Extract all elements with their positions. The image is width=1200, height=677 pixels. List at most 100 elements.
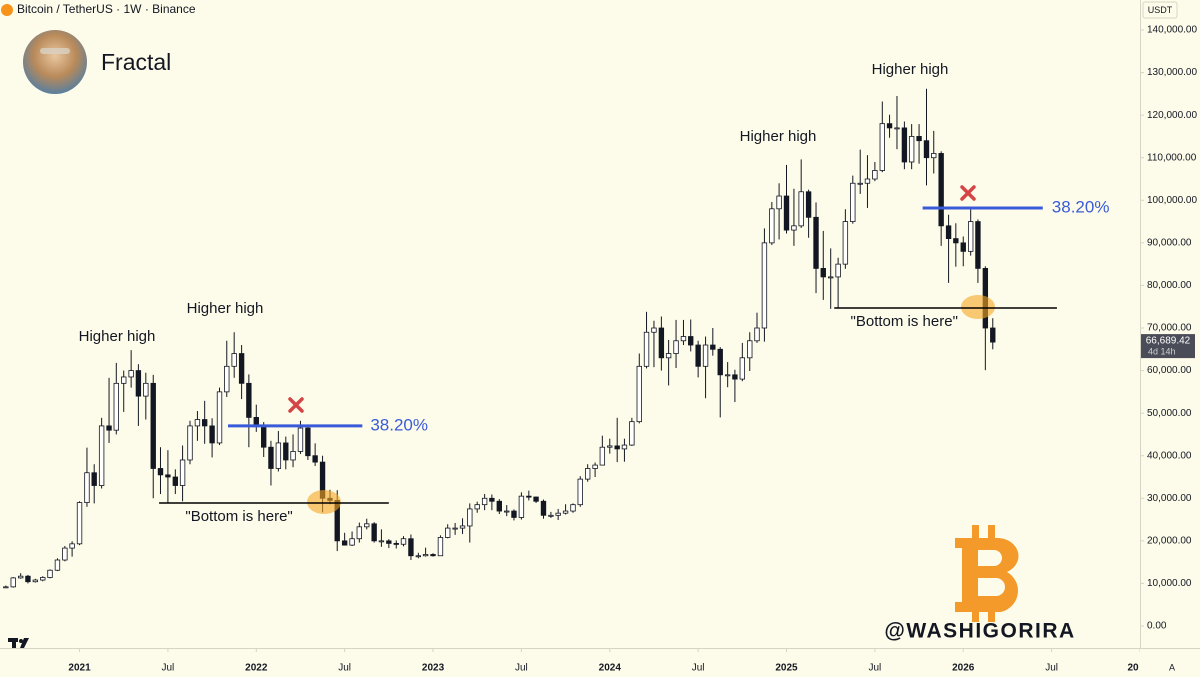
candle-body	[894, 127, 900, 130]
candle-body	[923, 140, 930, 159]
y-tick-label: 110,000.00	[1147, 152, 1197, 163]
candle-body	[761, 242, 768, 329]
x-tick-label: 2022	[245, 663, 268, 674]
candle-body	[511, 510, 517, 518]
candle-body	[614, 445, 620, 450]
candle-body	[489, 497, 495, 502]
candle-body	[540, 500, 547, 516]
candle-body	[187, 425, 193, 461]
last-price-box	[1141, 334, 1195, 359]
candle-body	[378, 540, 385, 543]
candle-body	[835, 263, 841, 278]
last-price: 66,689.42	[1146, 336, 1191, 347]
auto-button[interactable]: A	[1169, 662, 1175, 672]
currency-box	[1142, 1, 1178, 19]
candle-body	[275, 442, 282, 469]
candle-body	[621, 444, 628, 450]
candle-body	[938, 153, 944, 227]
candle-body	[481, 497, 488, 506]
candle-body	[931, 153, 937, 159]
candle-body	[54, 559, 61, 571]
y-tick-label: 70,000.00	[1147, 323, 1192, 334]
candle-body	[651, 327, 657, 333]
level-label: 38.20%	[370, 415, 428, 434]
candle-body	[658, 327, 665, 359]
candle-body	[341, 540, 348, 546]
candle-body	[732, 374, 738, 380]
candle-body	[695, 344, 701, 367]
candle-body	[408, 538, 414, 557]
candle-body	[842, 221, 849, 265]
candle-body	[135, 370, 142, 397]
candle-body	[864, 178, 871, 184]
candle-body	[584, 468, 591, 480]
candle-body	[504, 510, 510, 513]
candle-body	[739, 357, 746, 380]
candle-body	[496, 500, 502, 512]
currency: USDT	[1148, 5, 1173, 15]
candle-body	[533, 496, 539, 502]
candle-body	[283, 442, 289, 461]
candle-body	[371, 523, 377, 542]
candle-body	[216, 391, 223, 444]
candle-body	[91, 472, 97, 486]
tv-logo	[8, 638, 29, 648]
candle-body	[32, 579, 39, 583]
candle-body	[945, 225, 952, 239]
candle-body	[776, 195, 782, 210]
candle-body	[555, 512, 561, 516]
candle-body	[415, 555, 422, 558]
candle-body	[121, 376, 127, 384]
highlight	[961, 295, 995, 319]
x-tick-label: 2021	[68, 663, 91, 674]
candle-body	[857, 182, 863, 185]
header: Bitcoin / TetherUS · 1W · Binance	[17, 2, 196, 16]
symbol-icon	[1, 4, 13, 16]
candle-body	[548, 514, 554, 517]
candle-body	[312, 455, 318, 463]
candle-body	[975, 221, 981, 269]
y-tick-label: 80,000.00	[1147, 280, 1192, 291]
candle-body	[680, 336, 687, 342]
candle-body	[717, 348, 723, 376]
y-tick-label: 40,000.00	[1147, 450, 1192, 461]
candle-body	[231, 353, 237, 367]
candle-body	[688, 336, 694, 346]
x-tick-label: Jul	[692, 663, 705, 674]
candle-body	[452, 527, 458, 530]
y-tick-label: 0.00	[1147, 621, 1167, 632]
candle-body	[798, 191, 804, 227]
candle-body	[754, 327, 760, 342]
candle-body	[990, 327, 996, 343]
y-tick-label: 60,000.00	[1147, 365, 1192, 376]
candle-body	[17, 575, 24, 579]
candle-body	[769, 208, 775, 244]
candle-body	[916, 136, 922, 142]
candle-body	[179, 459, 186, 486]
candle-body	[828, 276, 834, 279]
candle-body	[422, 554, 429, 557]
candle-body	[113, 382, 119, 431]
x-tick-label: Jul	[162, 663, 175, 674]
x-tick-label: Jul	[868, 663, 881, 674]
candle-body	[710, 344, 716, 350]
candle-body	[201, 419, 208, 427]
level-label: 38.20%	[1052, 197, 1110, 216]
level-label: "Bottom is here"	[185, 508, 292, 525]
candle-body	[629, 421, 635, 446]
candle-body	[879, 123, 885, 171]
candle-body	[47, 569, 53, 578]
y-tick-label: 20,000.00	[1147, 535, 1192, 546]
candle-body	[901, 127, 908, 163]
candles	[3, 88, 996, 589]
candle-body	[665, 353, 672, 359]
x-tick-label: Jul	[1045, 663, 1058, 674]
candle-body	[84, 472, 90, 503]
candle-body	[607, 445, 613, 448]
candle-body	[577, 478, 583, 506]
candle-body	[592, 464, 598, 469]
annotation: Higher high	[187, 300, 264, 317]
